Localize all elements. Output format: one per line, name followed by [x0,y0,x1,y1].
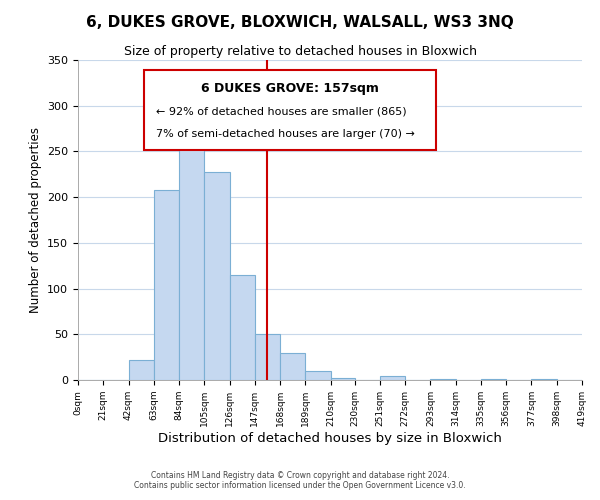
Bar [481,379,506,380]
Y-axis label: Number of detached properties: Number of detached properties [29,127,41,313]
Text: Size of property relative to detached houses in Bloxwich: Size of property relative to detached ho… [124,45,476,58]
FancyBboxPatch shape [143,70,436,150]
Text: ← 92% of detached houses are smaller (865): ← 92% of detached houses are smaller (86… [156,106,407,117]
Bar [230,275,255,380]
Bar [255,334,280,380]
Bar [128,360,154,380]
X-axis label: Distribution of detached houses by size in Bloxwich: Distribution of detached houses by size … [158,432,502,444]
Bar [380,376,405,380]
Bar [430,379,455,380]
Text: 6 DUKES GROVE: 157sqm: 6 DUKES GROVE: 157sqm [201,82,379,96]
Text: 6, DUKES GROVE, BLOXWICH, WALSALL, WS3 3NQ: 6, DUKES GROVE, BLOXWICH, WALSALL, WS3 3… [86,15,514,30]
Text: 7% of semi-detached houses are larger (70) →: 7% of semi-detached houses are larger (7… [156,129,415,139]
Text: Contains HM Land Registry data © Crown copyright and database right 2024.
Contai: Contains HM Land Registry data © Crown c… [134,470,466,490]
Bar [179,128,205,380]
Bar [154,190,179,380]
Bar [305,371,331,380]
Bar [280,352,305,380]
Bar [205,172,230,380]
Bar [532,379,557,380]
Bar [331,378,355,380]
